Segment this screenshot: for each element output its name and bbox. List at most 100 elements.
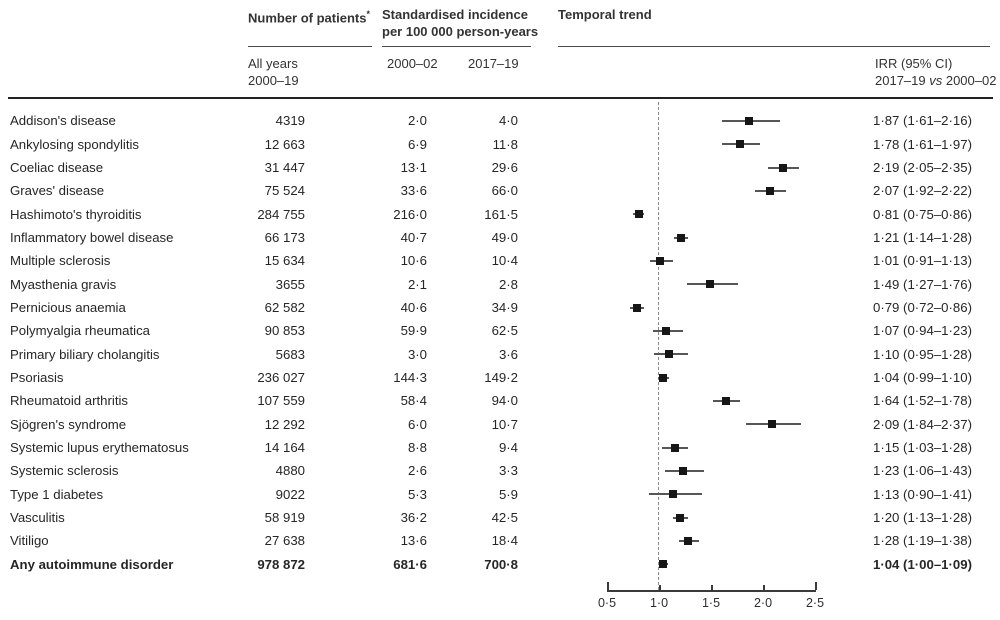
point-estimate-marker [678,467,687,476]
point-estimate-marker [736,140,745,149]
disease-label: Any autoimmune disorder [10,556,174,572]
incidence-2000-02: 5·3 [407,486,427,502]
patients-count: 4319 [275,113,305,129]
patients-count: 90 853 [264,323,305,339]
patients-count: 12 663 [264,136,305,152]
table-row: Systemic lupus erythematosus 14 164 8·8 9·4… [0,436,1000,459]
incidence-2000-02: 40·6 [400,300,427,316]
point-estimate-marker [670,443,679,452]
incidence-2000-02: 681·6 [393,556,427,572]
disease-label: Myasthenia gravis [10,276,117,292]
patients-count: 27 638 [264,533,305,549]
disease-label: Vasculitis [10,510,65,526]
point-estimate-marker [633,303,642,312]
point-estimate-marker [665,350,674,359]
table-row: Myasthenia gravis 3655 2·1 2·8 1·49 (1·27–1·… [0,273,1000,296]
table-row: Primary biliary cholangitis 5683 3·0 3·6 1·1… [0,343,1000,366]
irr-ci-value: 1·04 (1·00–1·09) [873,556,972,572]
patients-count: 12 292 [264,416,305,432]
incidence-2017-19: 10·7 [491,416,518,432]
incidence-2017-19: 149·2 [484,370,518,386]
patients-count: 15 634 [264,253,305,269]
point-estimate-marker [676,233,685,242]
disease-label: Inflammatory bowel disease [10,230,174,246]
patients-count: 4880 [275,463,305,479]
incidence-2000-02: 3·0 [407,346,427,362]
incidence-2017-19: 42·5 [491,510,518,526]
x-axis-tick-label: 1·5 [701,596,721,610]
subheader-2000-02: 2000–02 [387,56,438,71]
disease-label: Polymyalgia rheumatica [10,323,150,339]
subheader-irr-line1: IRR (95% CI) [875,56,953,71]
incidence-2000-02: 58·4 [400,393,427,409]
irr-ci-value: 1·87 (1·61–2·16) [873,113,972,129]
irr-ci-value: 1·01 (0·91–1·13) [873,253,972,269]
patients-count: 62 582 [264,300,305,316]
point-estimate-marker [721,397,730,406]
patients-count: 3655 [275,276,305,292]
x-axis-line [607,590,816,592]
x-axis-tick [607,582,609,590]
incidence-2017-19: 9·4 [498,440,518,456]
incidence-2000-02: 144·3 [393,370,427,386]
disease-label: Rheumatoid arthritis [10,393,129,409]
x-axis-tick-label: 2·5 [805,596,825,610]
table-row: Vasculitis 58 919 36·2 42·5 1·20 (1·13–1·28) [0,506,1000,529]
incidence-2000-02: 13·6 [400,533,427,549]
point-estimate-marker [662,327,671,336]
table-row: Polymyalgia rheumatica 90 853 59·9 62·5 1·07… [0,319,1000,342]
table-row: Type 1 diabetes 9022 5·3 5·9 1·13 (0·90–1·41… [0,483,1000,506]
disease-label: Pernicious anaemia [10,300,126,316]
col-header-temporal-trend: Temporal trend [558,7,652,22]
irr-line2-vs: vs [929,73,943,88]
incidence-2017-19: 11·8 [492,136,518,152]
table-row: Multiple sclerosis 15 634 10·6 10·4 1·01 (0·… [0,249,1000,272]
incidence-2000-02: 59·9 [400,323,427,339]
patients-count: 107 559 [257,393,305,409]
patients-count: 66 173 [264,230,305,246]
point-estimate-marker [635,210,644,219]
table-row: Inflammatory bowel disease 66 173 40·7 49·0… [0,226,1000,249]
subheader-irr-line2: 2017–19 vs 2000–02 [875,72,996,89]
irr-ci-value: 1·13 (0·90–1·41) [873,486,972,502]
disease-label: Coeliac disease [10,160,104,175]
table-row: Hashimoto's thyroiditis 284 755 216·0 161·5… [0,203,1000,226]
irr-ci-value: 1·64 (1·52–1·78) [873,393,972,409]
disease-label: Hashimoto's thyroiditis [10,206,142,222]
footnote-asterisk: * [366,9,370,19]
header-rule-patients [248,46,372,47]
incidence-2017-19: 62·5 [491,323,518,339]
subheader-2017-19: 2017–19 [468,56,519,71]
incidence-2017-19: 10·4 [491,253,518,269]
incidence-2000-02: 216·0 [393,206,427,222]
table-row: Vitiligo 27 638 13·6 18·4 1·28 (1·19–1·38) [0,529,1000,552]
patients-count: 14 164 [264,440,305,456]
incidence-2017-19: 18·4 [491,533,518,549]
col-header-number-of-patients: Number of patients* [248,6,370,26]
subheader-all-years: All years 2000–19 [248,55,299,89]
incidence-2017-19: 700·8 [484,556,518,572]
patients-count: 58 919 [264,510,305,526]
point-estimate-marker [684,537,693,546]
point-estimate-marker [745,117,754,126]
point-estimate-marker [705,280,714,289]
table-row: Coeliac disease 31 447 13·1 29·6 2·19 (2·05–… [0,156,1000,179]
header-rule-temporal [558,46,990,47]
disease-label: Multiple sclerosis [10,253,111,269]
col-header-patients-text: Number of patients [248,10,367,26]
incidence-2000-02: 33·6 [400,183,427,199]
disease-label: Systemic sclerosis [10,463,119,479]
disease-label: Ankylosing spondylitis [10,136,140,152]
irr-ci-value: 1·78 (1·61–1·97) [873,136,972,152]
table-row: Psoriasis 236 027 144·3 149·2 1·04 (0·99–1·1… [0,366,1000,389]
table-row: Ankylosing spondylitis 12 663 6·9 11·8 1·78 … [0,133,1000,156]
point-estimate-marker [659,373,668,382]
irr-ci-value: 1·15 (1·03–1·28) [873,440,972,456]
x-axis-tick [815,582,817,590]
incidence-2017-19: 2·8 [498,276,518,292]
disease-label: Type 1 diabetes [10,486,104,502]
disease-label: Primary biliary cholangitis [10,346,160,362]
incidence-2017-19: 66·0 [491,183,518,199]
disease-label: Vitiligo [10,533,49,549]
